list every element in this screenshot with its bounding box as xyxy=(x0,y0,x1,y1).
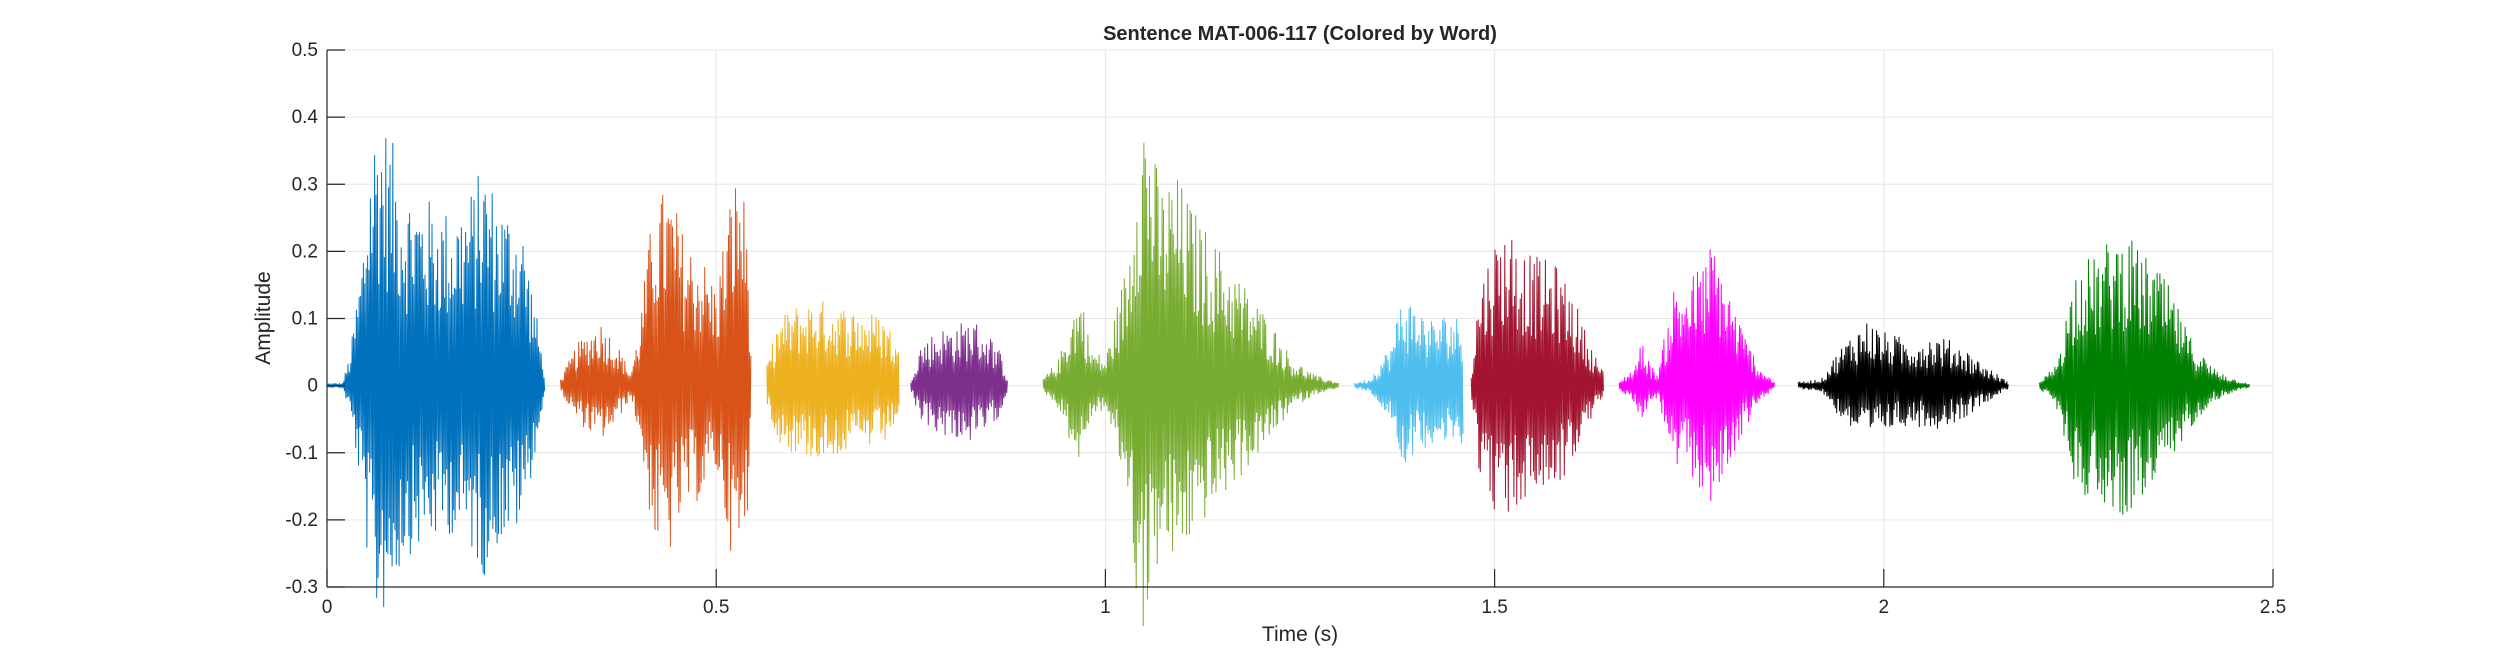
chart-title: Sentence MAT-006-117 (Colored by Word) xyxy=(1103,23,1497,45)
y-ticks: -0.3 -0.2 -0.1 0 0.1 0.2 0.3 0.4 0.5 xyxy=(285,40,345,598)
x-tick-label: 0.5 xyxy=(703,597,729,618)
word-waveform-4 xyxy=(910,323,1008,440)
y-tick-label: -0.3 xyxy=(285,577,318,598)
word-waveform-9 xyxy=(1797,323,2009,429)
y-tick-label: 0.5 xyxy=(292,40,318,61)
word-waveform-1 xyxy=(326,138,546,608)
x-tick-label: 1.5 xyxy=(1481,597,1507,618)
x-tick-label: 2.5 xyxy=(2260,597,2286,618)
y-tick-label: 0.1 xyxy=(292,309,318,330)
word-waveform-6 xyxy=(1354,306,1464,463)
y-tick-label: -0.1 xyxy=(285,443,318,464)
x-ticks: 0 0.5 1 1.5 2 2.5 xyxy=(322,569,2286,618)
y-tick-label: -0.2 xyxy=(285,510,318,531)
y-axis-label: Amplitude xyxy=(252,271,275,364)
x-tick-label: 2 xyxy=(1879,597,1890,618)
x-tick-label: 0 xyxy=(322,597,333,618)
x-tick-label: 1 xyxy=(1100,597,1111,618)
word-waveform-7 xyxy=(1470,239,1604,512)
waveform-series xyxy=(326,138,2250,627)
y-tick-label: 0.2 xyxy=(292,241,318,262)
word-waveform-8 xyxy=(1618,249,1775,502)
x-axis-label: Time (s) xyxy=(1262,623,1338,646)
y-tick-label: 0.4 xyxy=(292,107,319,128)
word-waveform-2 xyxy=(560,188,752,551)
word-waveform-10 xyxy=(2039,240,2250,515)
y-tick-label: 0.3 xyxy=(292,174,318,195)
y-tick-label: 0 xyxy=(307,376,318,397)
word-waveform-5 xyxy=(1042,142,1339,627)
word-waveform-3 xyxy=(766,301,900,457)
